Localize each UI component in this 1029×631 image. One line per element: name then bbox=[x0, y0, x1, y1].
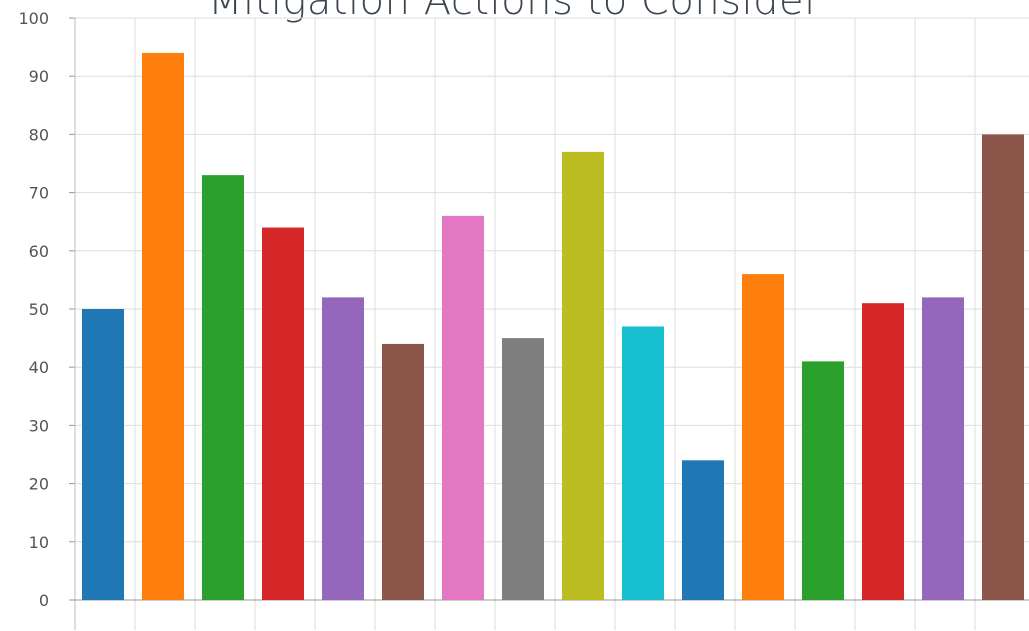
bar bbox=[742, 274, 784, 600]
y-tick-label: 90 bbox=[29, 67, 49, 86]
bar bbox=[502, 338, 544, 600]
y-tick-label: 0 bbox=[39, 591, 49, 610]
y-tick-label: 50 bbox=[29, 300, 49, 319]
chart-title: Mitigation Actions to Consider bbox=[207, 0, 822, 24]
y-tick-label: 30 bbox=[29, 416, 49, 435]
bar bbox=[322, 297, 364, 600]
bar bbox=[682, 460, 724, 600]
bar bbox=[562, 151, 604, 601]
bar bbox=[922, 297, 964, 600]
y-tick-label: 80 bbox=[29, 125, 49, 144]
bar bbox=[262, 227, 304, 600]
bar bbox=[442, 215, 484, 600]
bar bbox=[82, 309, 124, 600]
bar bbox=[202, 175, 244, 600]
y-tick-label: 70 bbox=[29, 184, 49, 203]
bar bbox=[382, 343, 424, 600]
bar bbox=[622, 326, 664, 600]
y-tick-label: 60 bbox=[29, 242, 49, 261]
bar bbox=[142, 52, 184, 601]
y-tick-label: 100 bbox=[18, 9, 49, 28]
bars bbox=[82, 52, 1024, 601]
y-tick-label: 10 bbox=[29, 533, 49, 552]
bar bbox=[802, 361, 844, 600]
bar bbox=[862, 303, 904, 600]
y-tick-label: 20 bbox=[29, 475, 49, 494]
bar bbox=[982, 134, 1024, 600]
y-tick-label: 40 bbox=[29, 358, 49, 377]
